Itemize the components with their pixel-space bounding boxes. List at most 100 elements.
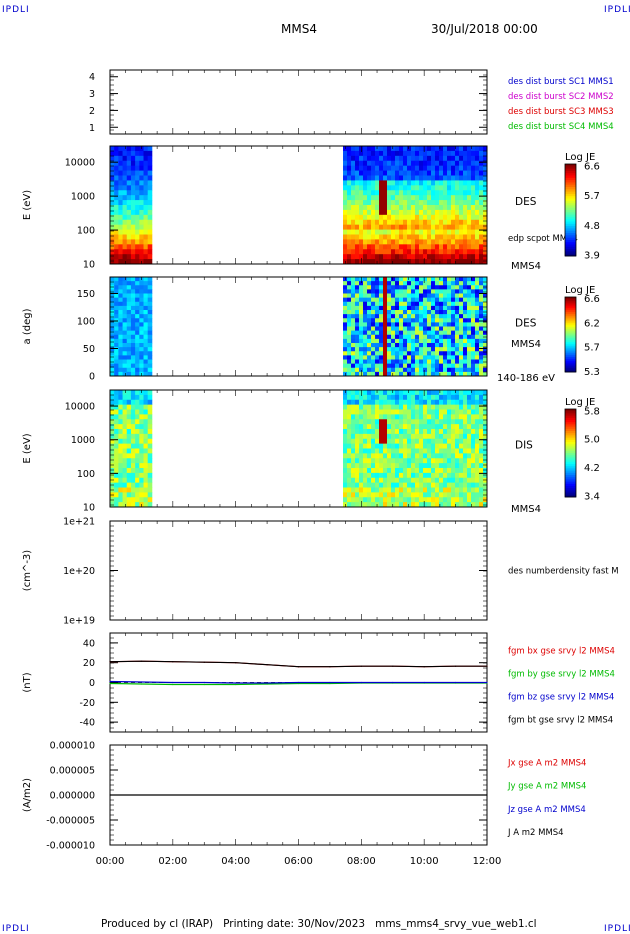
heatmap-cell [114, 334, 119, 340]
heatmap-cell [391, 424, 396, 430]
heatmap-cell [139, 281, 144, 286]
heatmap-cell [371, 244, 376, 250]
heatmap-cell [367, 463, 372, 469]
heatmap-cell [363, 170, 368, 176]
heatmap-cell [483, 239, 488, 245]
heatmap-cell [411, 458, 416, 464]
heatmap-cell [463, 180, 468, 186]
heatmap-cell [411, 343, 416, 348]
heatmap-cell [479, 234, 484, 240]
heatmap-cell [367, 433, 372, 440]
heatmap-cell [395, 180, 400, 186]
heatmap-cell [383, 297, 388, 303]
colorbar-swatch [565, 370, 576, 373]
heatmap-cell [403, 326, 408, 332]
heatmap-cell [431, 281, 436, 286]
heatmap-cell [395, 219, 400, 226]
heatmap-cell [423, 477, 428, 484]
heatmap-cell [363, 363, 368, 369]
heatmap-cell [471, 497, 476, 503]
heatmap-cell [351, 310, 356, 315]
heatmap-cell [419, 229, 424, 235]
heatmap-cell [431, 146, 436, 152]
heatmap-cell [411, 170, 416, 176]
heatmap-cell [435, 448, 440, 454]
heatmap-cell [379, 463, 384, 469]
heatmap-cell [459, 318, 464, 323]
heatmap-cell [403, 190, 408, 196]
heatmap-cell [459, 355, 464, 360]
heatmap-cell [114, 314, 119, 319]
heatmap-cell [383, 390, 388, 396]
heatmap-cell [455, 458, 460, 464]
heatmap-cell [110, 414, 115, 420]
heatmap-cell [383, 458, 388, 464]
heatmap-cell [399, 433, 404, 440]
heatmap-cell [135, 424, 140, 430]
heatmap-cell [118, 414, 123, 420]
legend-entry: des dist burst SC1 MMS1 [508, 77, 614, 87]
heatmap-cell [126, 205, 132, 211]
heatmap-cell [343, 433, 348, 440]
heatmap-cell [439, 305, 444, 311]
heatmap-cell [451, 472, 456, 479]
heatmap-cell [419, 390, 424, 396]
heatmap-cell [343, 334, 348, 340]
heatmap-cell [114, 326, 119, 332]
heatmap-cell [363, 229, 368, 235]
heatmap-cell [395, 363, 400, 369]
heatmap-cell [126, 343, 132, 348]
heatmap-cell [407, 160, 412, 167]
heatmap-cell [379, 492, 384, 498]
heatmap-cell [467, 170, 472, 176]
colorbar-swatch [565, 203, 576, 206]
series-point [109, 682, 111, 685]
heatmap-cell [403, 285, 408, 290]
heatmap-cell [427, 239, 432, 245]
heatmap-cell [375, 314, 380, 319]
heatmap-cell [375, 351, 380, 356]
heatmap-cell [447, 443, 452, 449]
heatmap-cell [459, 363, 464, 369]
heatmap-cell [143, 146, 149, 152]
heatmap-cell [391, 146, 396, 152]
heatmap-cell [407, 219, 412, 226]
heatmap-cell [447, 363, 452, 369]
heatmap-cell [110, 229, 115, 235]
heatmap-cell [379, 301, 384, 307]
heatmap-cell [383, 219, 388, 226]
heatmap-cell [351, 497, 356, 503]
heatmap-cell [359, 219, 364, 226]
colorbar-swatch [565, 184, 576, 188]
heatmap-cell [355, 281, 360, 286]
heatmap-cell [139, 190, 144, 196]
heatmap-cell [475, 424, 480, 430]
heatmap-cell [130, 429, 136, 435]
heatmap-cell [451, 209, 456, 216]
heatmap-cell [459, 433, 464, 440]
heatmap-cell [479, 477, 484, 484]
heatmap-cell [391, 297, 396, 303]
heatmap-cell [403, 419, 408, 425]
heatmap-cell [423, 409, 428, 415]
heatmap-cell [130, 399, 136, 406]
heatmap-cell [447, 146, 452, 152]
heatmap-cell [395, 165, 400, 171]
heatmap-cell [471, 404, 476, 410]
heatmap-cell [139, 200, 144, 206]
heatmap-cell [439, 351, 444, 356]
heatmap-cell [451, 310, 456, 315]
heatmap-cell [475, 305, 480, 311]
heatmap-cell [435, 165, 440, 171]
heatmap-cell [139, 458, 144, 464]
heatmap-cell [411, 351, 416, 356]
heatmap-cell [343, 239, 348, 245]
heatmap-cell [359, 285, 364, 290]
heatmap-cell [463, 146, 468, 152]
heatmap-cell [455, 497, 460, 503]
heatmap-cell [359, 281, 364, 286]
heatmap-cell [118, 190, 123, 196]
heatmap-cell [118, 305, 123, 311]
heatmap-cell [110, 390, 115, 396]
heatmap-cell [114, 468, 119, 474]
